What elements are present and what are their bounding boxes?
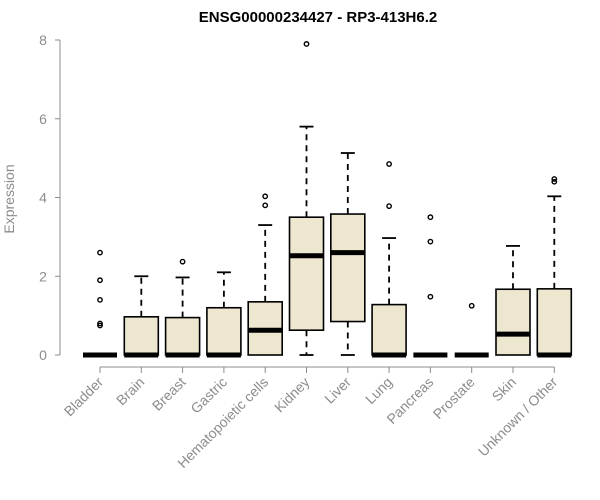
outlier-point (97, 320, 103, 327)
outlier-point (97, 277, 103, 284)
box-body (371, 303, 407, 356)
x-tick-label: Liver (321, 374, 354, 407)
box-11 (495, 245, 531, 356)
box-2 (123, 275, 160, 358)
outlier-point (551, 176, 558, 182)
y-tick-label: 8 (39, 32, 47, 48)
box-body (123, 316, 160, 356)
y-tick-label: 4 (39, 190, 47, 206)
outlier-point (97, 322, 103, 329)
box-4 (206, 271, 242, 358)
box-body (206, 306, 242, 356)
outlier-point (262, 202, 269, 209)
outlier-point (551, 178, 558, 185)
y-axis-label: Expression (1, 164, 17, 233)
outlier-point (303, 41, 310, 47)
box-10 (454, 302, 489, 358)
outlier-point (262, 193, 269, 200)
outlier-point (468, 302, 475, 309)
outlier-point (179, 258, 186, 265)
x-tick-label: Kidney (271, 374, 313, 416)
box-1 (83, 249, 117, 358)
outlier-point (386, 203, 392, 210)
box-6 (288, 41, 325, 356)
box-7 (329, 152, 366, 356)
x-tick-label: Lung (362, 374, 395, 407)
outlier-point (427, 293, 434, 300)
box-body (164, 316, 201, 356)
outlier-point (427, 238, 434, 245)
box-12 (536, 176, 573, 358)
plot-area (83, 41, 573, 358)
box-body (329, 213, 366, 323)
outlier-point (427, 214, 434, 221)
x-tick-label: Bladder (61, 374, 107, 420)
outlier-point (97, 249, 103, 256)
box-8 (371, 161, 407, 358)
y-tick-label: 0 (39, 347, 47, 363)
y-tick-label: 6 (39, 111, 47, 127)
y-axis: 0 2 4 6 8 (39, 32, 61, 363)
box-body (288, 216, 325, 331)
x-tick-label: Brain (113, 374, 147, 408)
box-body (536, 288, 573, 356)
x-tick-label: Breast (149, 374, 189, 414)
x-tick-label: Skin (489, 374, 520, 405)
box-9 (413, 214, 448, 358)
box-body (495, 288, 531, 356)
box-3 (164, 258, 201, 358)
outlier-point (386, 161, 392, 167)
x-tick-label: Prostate (430, 374, 478, 422)
box-5 (247, 193, 283, 356)
outlier-point (97, 296, 103, 303)
chart-title: ENSG00000234427 - RP3-413H6.2 (199, 9, 438, 26)
y-tick-label: 2 (39, 268, 47, 284)
